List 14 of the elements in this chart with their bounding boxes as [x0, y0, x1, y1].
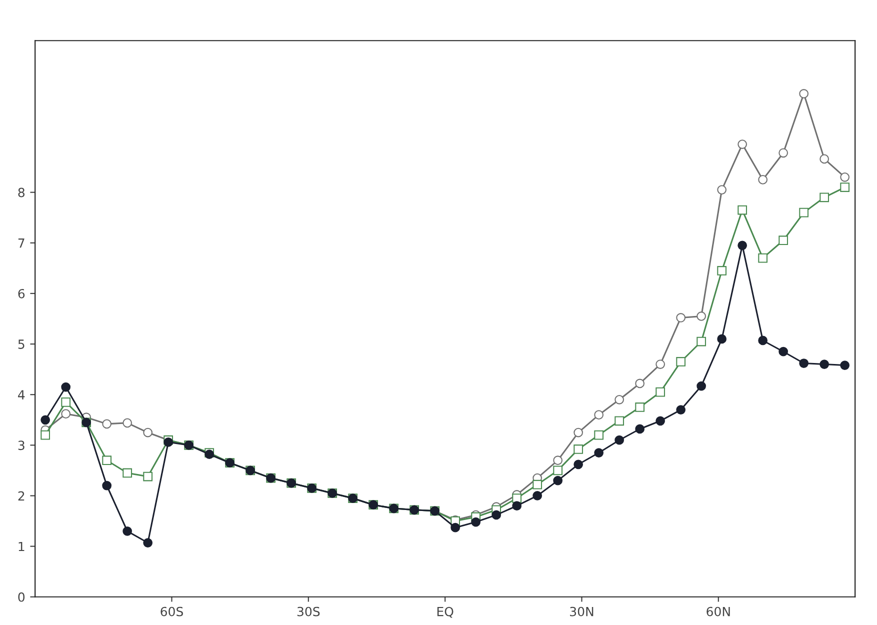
y-tick-label: 4	[18, 390, 25, 400]
x-tick-label: 60S	[160, 606, 183, 616]
y-tick-label: 6	[18, 288, 25, 298]
x-tick-label: EQ	[437, 606, 454, 618]
y-tick-label: 1	[18, 542, 24, 552]
x-tick-label: 30N	[570, 606, 594, 616]
y-tick-label: 8	[18, 188, 24, 198]
y-tick-label: 2	[18, 491, 24, 500]
y-tick-label: 3	[18, 440, 24, 450]
x-tick-label: 60N	[706, 606, 730, 616]
y-tick-label: 7	[18, 238, 24, 248]
x-tick-label: 30S	[297, 606, 320, 616]
y-tick-label: 0	[18, 592, 25, 602]
y-tick-label: 5	[18, 340, 24, 349]
